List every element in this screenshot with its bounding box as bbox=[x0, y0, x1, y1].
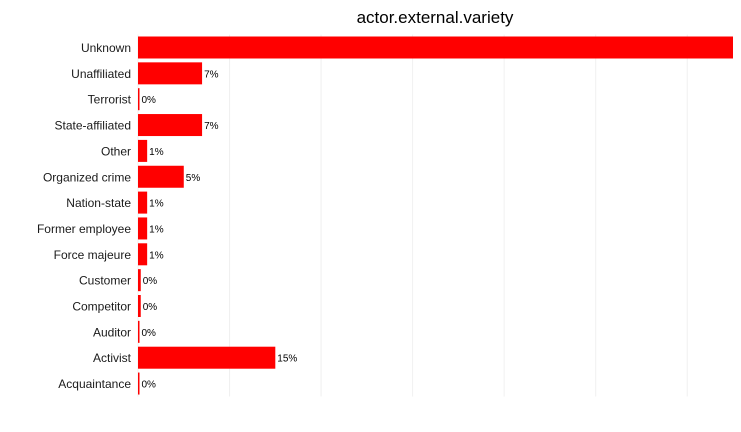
value-label-13: 0% bbox=[142, 380, 157, 391]
bar-13 bbox=[138, 372, 140, 395]
category-label-7: Former employee bbox=[37, 222, 131, 236]
bar-9 bbox=[138, 269, 141, 292]
category-label-3: State-affiliated bbox=[55, 119, 132, 133]
chart-title: actor.external.variety bbox=[357, 8, 514, 27]
bar-2 bbox=[138, 88, 140, 111]
value-label-1: 7% bbox=[204, 69, 219, 80]
bar-3 bbox=[138, 114, 203, 137]
value-label-6: 1% bbox=[149, 199, 164, 210]
value-labels: 7% 0% 7% 1% 5% 1% 1% 1% 0% 0% 0% 15% 0% bbox=[142, 69, 298, 390]
category-label-1: Unaffiliated bbox=[71, 67, 131, 81]
bar-7 bbox=[138, 217, 148, 240]
category-label-11: Auditor bbox=[93, 325, 131, 339]
value-label-11: 0% bbox=[142, 328, 157, 339]
category-label-5: Organized crime bbox=[43, 170, 131, 184]
category-label-2: Terrorist bbox=[88, 93, 132, 107]
value-label-4: 1% bbox=[149, 147, 164, 158]
category-label-0: Unknown bbox=[81, 41, 131, 55]
bars bbox=[138, 36, 733, 395]
category-label-6: Nation-state bbox=[66, 196, 131, 210]
bar-12 bbox=[138, 346, 276, 369]
bar-5 bbox=[138, 165, 184, 188]
bar-0 bbox=[138, 36, 733, 59]
bar-11 bbox=[138, 320, 140, 343]
value-label-12: 15% bbox=[277, 354, 297, 365]
value-label-9: 0% bbox=[143, 276, 158, 287]
bar-8 bbox=[138, 243, 148, 266]
category-label-13: Acquaintance bbox=[58, 377, 131, 391]
grid-lines bbox=[137, 34, 688, 397]
value-label-5: 5% bbox=[186, 173, 201, 184]
bar-1 bbox=[138, 62, 203, 85]
value-label-3: 7% bbox=[204, 121, 219, 132]
category-label-4: Other bbox=[101, 144, 131, 158]
category-label-8: Force majeure bbox=[54, 248, 132, 262]
bar-6 bbox=[138, 191, 148, 214]
category-label-10: Competitor bbox=[72, 300, 131, 314]
bar-10 bbox=[138, 295, 141, 317]
value-label-8: 1% bbox=[149, 250, 164, 261]
category-label-9: Customer bbox=[79, 274, 131, 288]
bar-4 bbox=[138, 139, 148, 162]
value-label-2: 0% bbox=[142, 95, 157, 106]
value-label-7: 1% bbox=[149, 224, 164, 235]
category-labels: Unknown Unaffiliated Terrorist State-affili… bbox=[37, 41, 132, 391]
category-label-12: Activist bbox=[93, 351, 132, 365]
value-label-10: 0% bbox=[143, 302, 158, 313]
